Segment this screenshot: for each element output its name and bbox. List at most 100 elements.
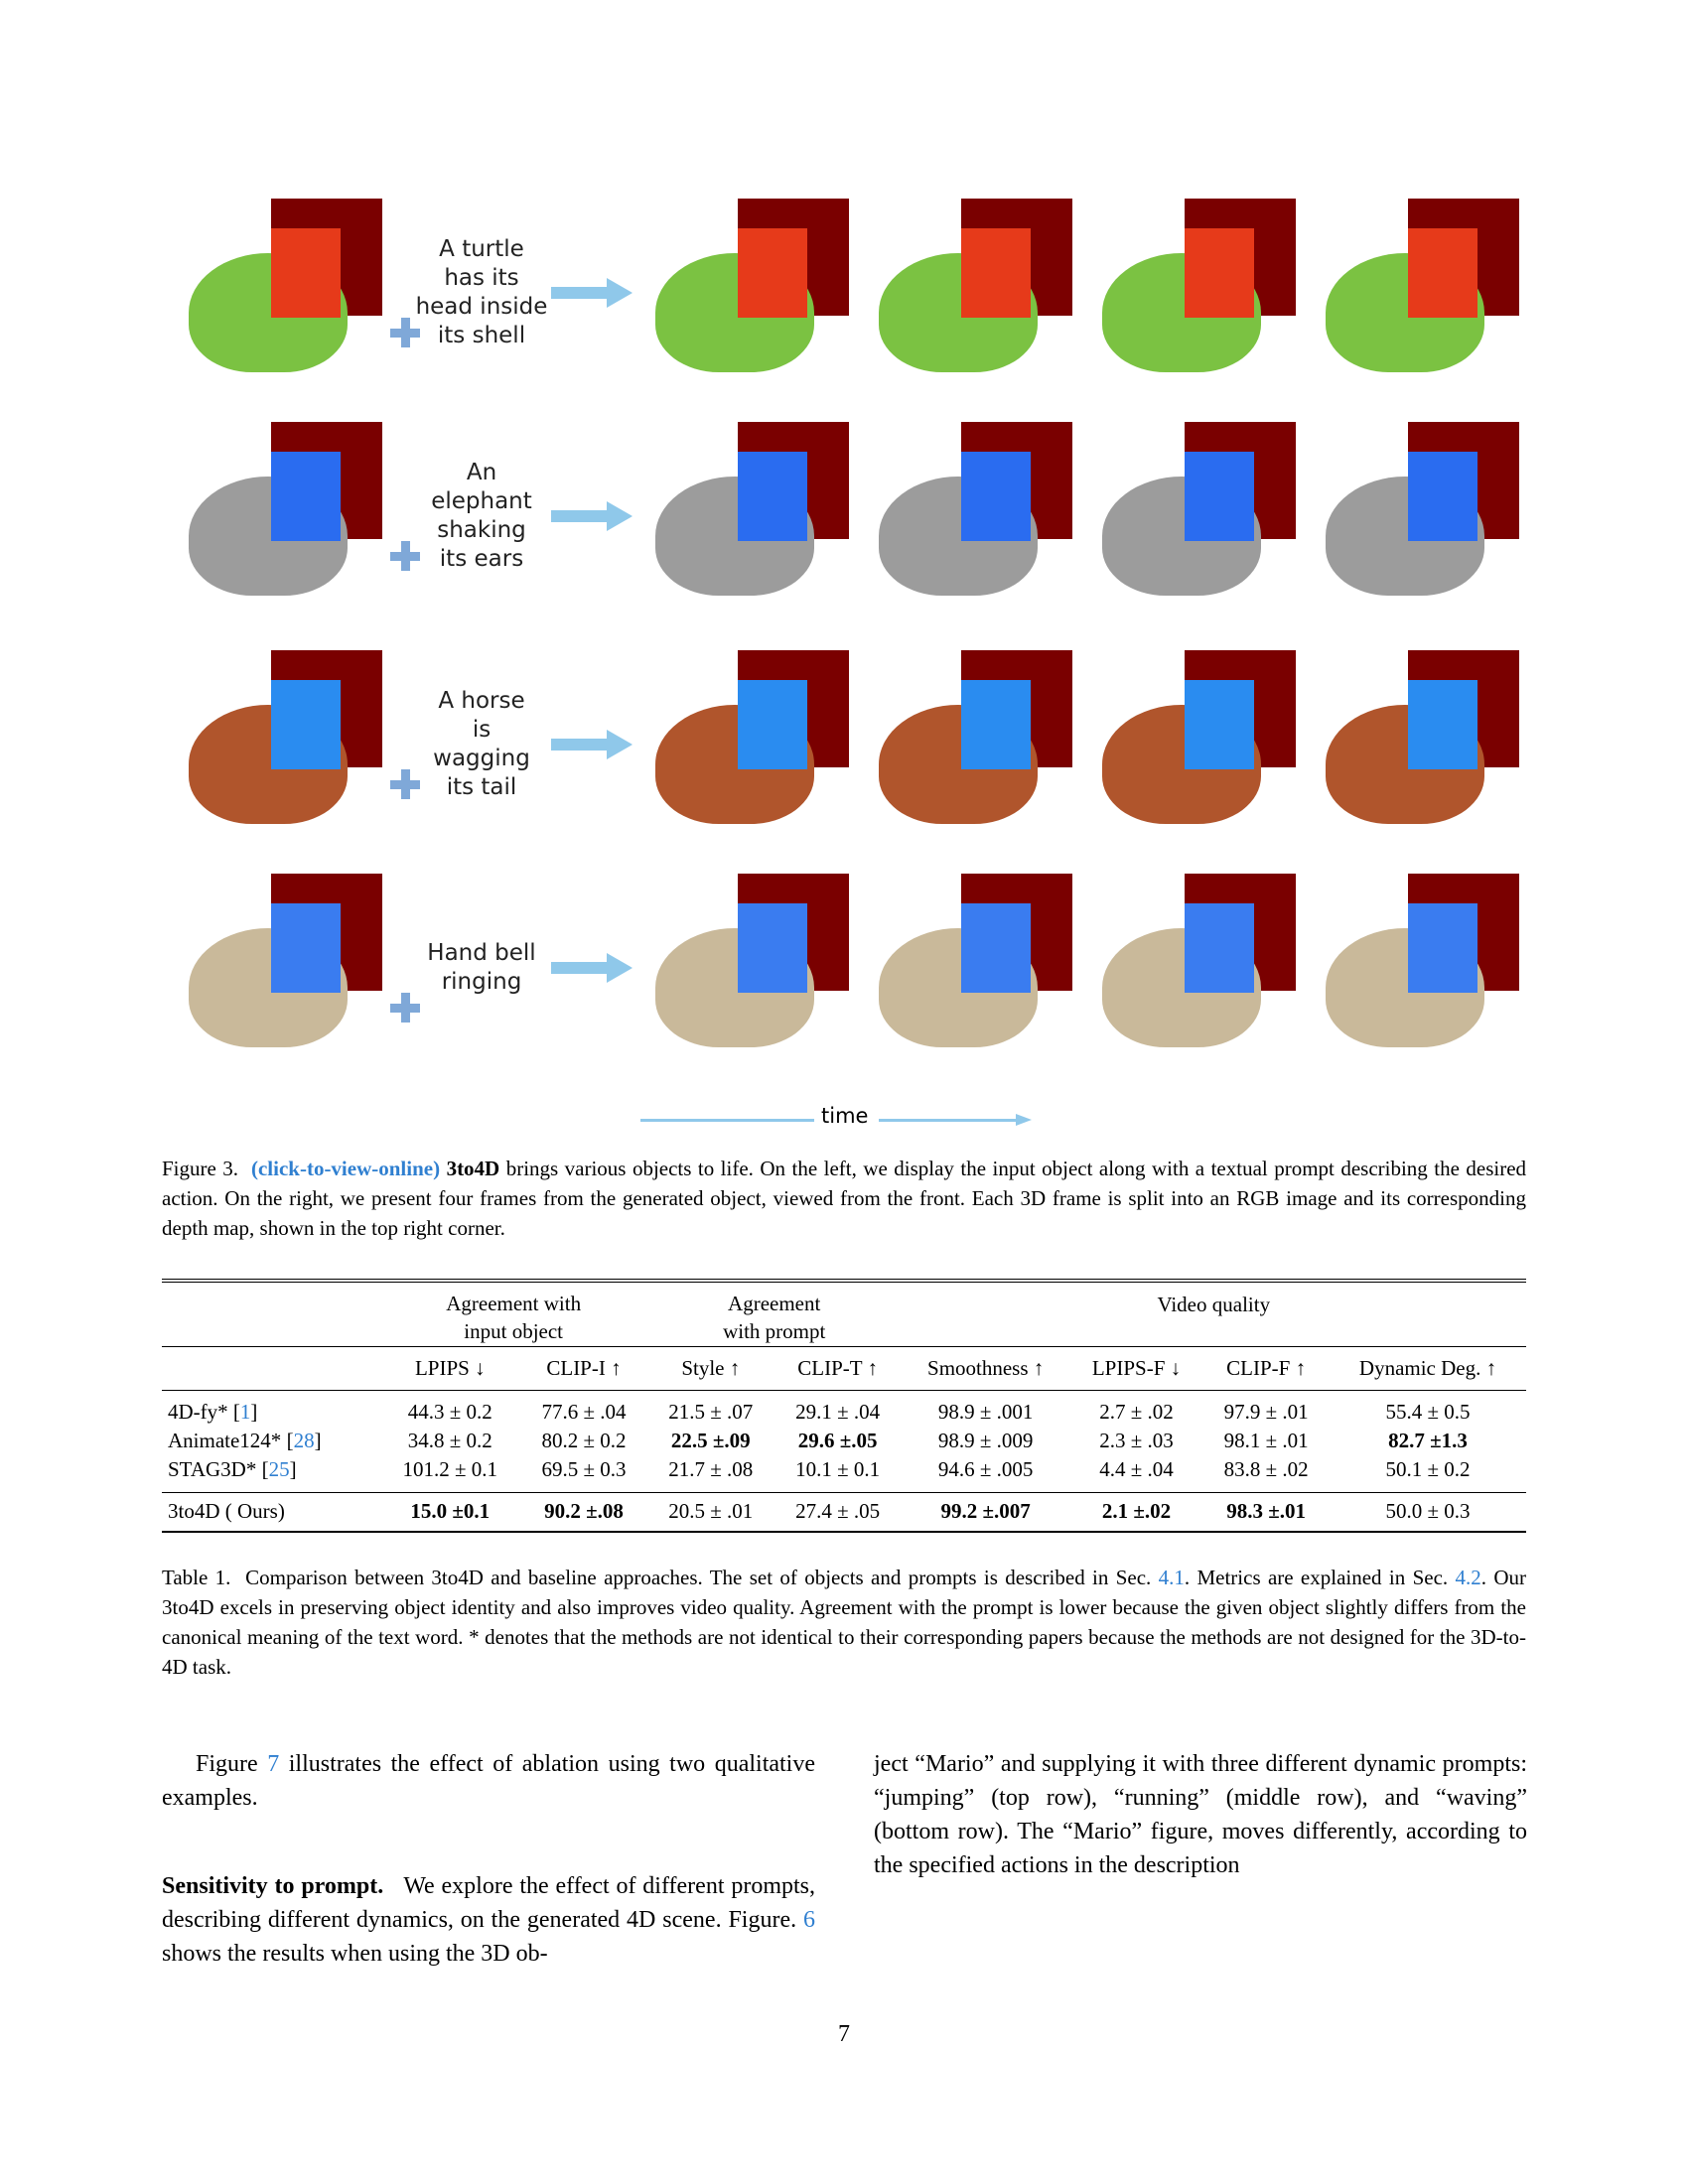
arrow-right-icon: [551, 730, 633, 759]
prompt-line: its shell: [437, 323, 526, 348]
depth-object: [271, 680, 341, 769]
generated-frame-3: [1072, 199, 1296, 387]
depth-object: [738, 228, 807, 318]
section-link[interactable]: 4.2: [1455, 1566, 1481, 1589]
depth-object: [738, 452, 807, 541]
input-object-horse: [159, 650, 382, 839]
col-smoothness: Smoothness ↑: [927, 1355, 1045, 1380]
plus-icon: [390, 318, 420, 347]
prompt-text: An elephant shaking its ears: [407, 459, 556, 574]
generated-frame-4: [1296, 650, 1519, 839]
depth-object: [1185, 903, 1254, 993]
input-object-turtle: [159, 199, 382, 387]
prompt-line: shaking: [437, 517, 526, 543]
view-online-link[interactable]: (click-to-view-online): [250, 1157, 441, 1180]
prompt-line: An: [466, 460, 497, 485]
figure-link[interactable]: 6: [803, 1907, 816, 1933]
citation-link[interactable]: 28: [293, 1429, 315, 1452]
generated-frame-3: [1072, 650, 1296, 839]
group-agreement-prompt: Agreement with prompt: [723, 1291, 826, 1343]
table-row: STAG3D* [25] 101.2 ± 0.1 69.5 ± 0.3 21.7 ±…: [168, 1457, 1471, 1481]
prompt-text: A turtle has its head inside its shell: [407, 235, 556, 350]
depth-object: [1408, 680, 1477, 769]
col-clip-i: CLIP-I ↑: [546, 1355, 622, 1380]
generated-frame-1: [626, 422, 849, 611]
prompt-text: Hand bell ringing: [407, 939, 556, 997]
table-header-row: LPIPS ↓ CLIP-I ↑ Style ↑ CLIP-T ↑ Smooth…: [162, 1346, 1526, 1390]
depth-object: [1185, 452, 1254, 541]
depth-object: [738, 903, 807, 993]
comparison-table: Agreement with input object Agreement with…: [162, 1279, 1526, 1533]
page-number: 7: [838, 2021, 850, 2047]
figure-link[interactable]: 7: [267, 1751, 280, 1777]
paragraph: Sensitivity to prompt. We explore the ef…: [162, 1873, 816, 1967]
time-axis: time: [640, 1104, 1038, 1134]
generated-frame-3: [1072, 422, 1296, 611]
time-label: time: [821, 1104, 869, 1128]
generated-frame-2: [849, 650, 1072, 839]
prompt-line: is: [472, 717, 492, 743]
generated-frame-4: [1296, 199, 1519, 387]
group-video-quality: Video quality: [1157, 1293, 1271, 1316]
depth-object: [1185, 228, 1254, 318]
depth-object: [1185, 680, 1254, 769]
paragraph: ject “Mario” and supplying it with three…: [874, 1751, 1527, 1878]
col-lpips: LPIPS ↓: [414, 1355, 486, 1380]
prompt-line: its tail: [446, 774, 517, 800]
plus-icon: [390, 769, 420, 799]
generated-frame-1: [626, 874, 849, 1062]
depth-object: [271, 228, 341, 318]
prompt-text: A horse is wagging its tail: [407, 687, 556, 802]
prompt-line: wagging: [433, 746, 530, 771]
table-row: 4D-fy* [1] 44.3 ± 0.2 77.6 ± .04 21.5 ± .0…: [168, 1400, 1471, 1424]
depth-object: [1408, 452, 1477, 541]
arrow-right-icon: [551, 278, 633, 308]
depth-object: [961, 680, 1031, 769]
col-dynamic-degree: Dynamic Deg. ↑: [1358, 1355, 1497, 1380]
citation-link[interactable]: 25: [268, 1457, 290, 1481]
right-column: ject “Mario” and supplying it with three…: [874, 1747, 1527, 1882]
depth-object: [738, 680, 807, 769]
generated-frame-2: [849, 874, 1072, 1062]
col-style: Style ↑: [681, 1355, 741, 1380]
depth-object: [1408, 903, 1477, 993]
paragraph-heading: Sensitivity to prompt.: [162, 1873, 384, 1899]
prompt-line: A turtle: [439, 236, 524, 262]
arrow-right-icon: [551, 953, 633, 983]
generated-frame-3: [1072, 874, 1296, 1062]
prompt-line: ringing: [441, 969, 522, 995]
prompt-line: its ears: [439, 546, 524, 572]
paragraph: Figure 7 illustrates the effect of ablat…: [162, 1751, 815, 1811]
depth-object: [961, 228, 1031, 318]
table-row-ours: 3to4D ( Ours) 15.0 ±0.1 90.2 ±.08 20.5 ± .…: [162, 1492, 1526, 1532]
plus-icon: [390, 541, 420, 571]
col-lpips-f: LPIPS-F ↓: [1091, 1355, 1182, 1380]
col-clip-f: CLIP-F ↑: [1226, 1355, 1307, 1380]
depth-object: [961, 903, 1031, 993]
prompt-line: elephant: [431, 488, 532, 514]
section-link[interactable]: 4.1: [1158, 1566, 1185, 1589]
method-name: 3to4D: [446, 1157, 500, 1180]
depth-object: [271, 903, 341, 993]
generated-frame-4: [1296, 422, 1519, 611]
plus-icon: [390, 993, 420, 1023]
col-clip-t: CLIP-T ↑: [797, 1355, 878, 1380]
prompt-line: Hand bell: [427, 940, 536, 966]
prompt-line: has its: [444, 265, 519, 291]
left-column: Figure 7 illustrates the effect of ablat…: [162, 1747, 815, 1971]
group-agreement-object: Agreement with input object: [446, 1291, 582, 1343]
prompt-line: head inside: [415, 294, 548, 320]
generated-frame-1: [626, 650, 849, 839]
prompt-line: A horse: [438, 688, 525, 714]
citation-link[interactable]: 1: [239, 1400, 251, 1424]
table-row: Animate124* [28] 34.8 ± 0.2 80.2 ± 0.2 22.…: [168, 1429, 1468, 1452]
arrow-right-icon: [551, 501, 633, 531]
table-caption: Table 1. Comparison between 3to4D and ba…: [162, 1566, 1526, 1679]
figure-caption-text: brings various objects to life. On the l…: [162, 1157, 1527, 1240]
input-object-elephant: [159, 422, 382, 611]
figure-3: A turtle has its head inside its shell An ele…: [159, 199, 1519, 1062]
figure-caption: Figure 3. (click-to-view-online) 3to4D b…: [162, 1154, 1526, 1243]
depth-object: [961, 452, 1031, 541]
generated-frame-4: [1296, 874, 1519, 1062]
figure-label: Figure 3.: [162, 1157, 239, 1180]
